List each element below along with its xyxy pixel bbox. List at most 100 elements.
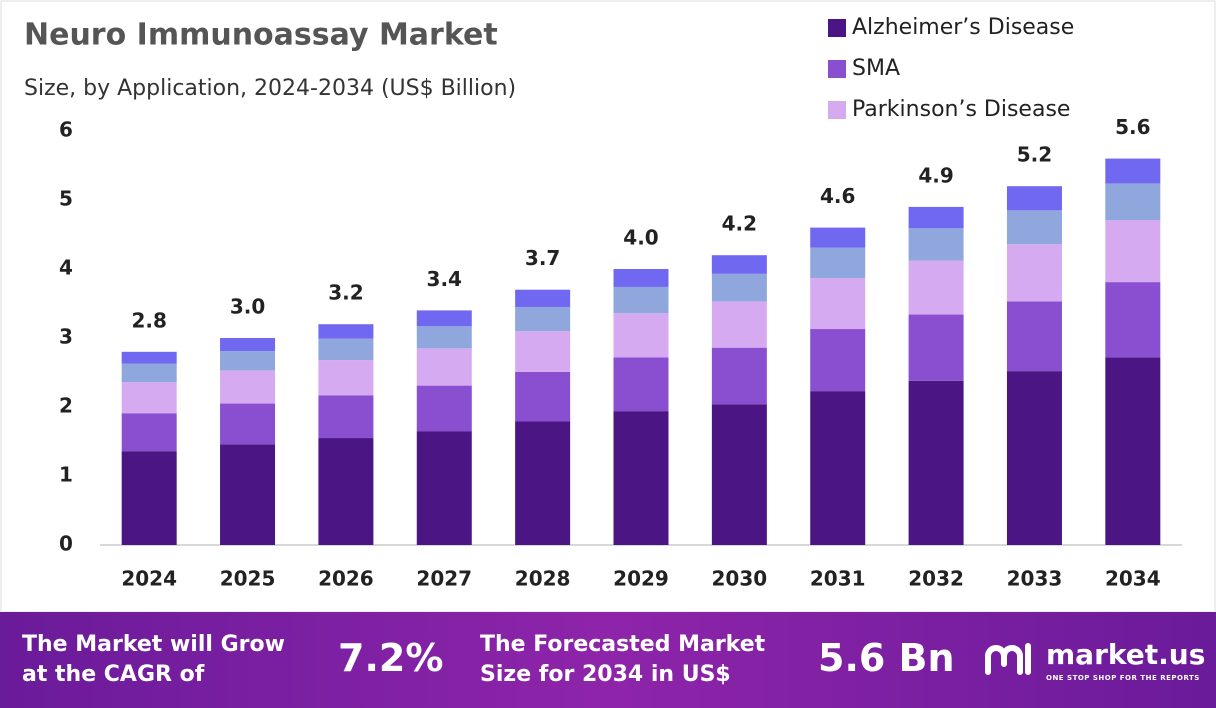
- bar-segment: [318, 360, 374, 396]
- bar-segment: [121, 451, 177, 545]
- frame: [0, 0, 1216, 612]
- cagr-line: The Market will Grow: [22, 632, 285, 657]
- y-tick-label: 3: [59, 325, 73, 349]
- total-label: 4.9: [918, 163, 953, 187]
- legend-label: SMA: [852, 56, 900, 81]
- forecast-text: The Forecasted Market Size for 2034 in U…: [480, 630, 765, 690]
- bar-segment: [1105, 158, 1161, 184]
- legend-swatch: [828, 101, 846, 119]
- legend-label: Alzheimer’s Disease: [852, 15, 1074, 40]
- x-tick-label: 2029: [613, 567, 669, 591]
- bar-segment: [908, 314, 964, 381]
- bar-segment: [220, 338, 276, 352]
- cagr-value: 7.2%: [338, 636, 444, 680]
- bar-segment: [121, 363, 177, 383]
- bar-segment: [613, 411, 669, 545]
- bar-segment: [613, 313, 669, 358]
- legend-swatch: [828, 60, 846, 78]
- bar-segment: [613, 269, 669, 287]
- x-tick-label: 2024: [121, 567, 177, 591]
- forecast-line: Size for 2034 in US$: [480, 662, 731, 687]
- bar-segment: [810, 391, 866, 545]
- bar-segment: [1006, 371, 1062, 545]
- bar-segment: [1105, 357, 1161, 545]
- bar-segment: [416, 348, 472, 386]
- bar-segment: [711, 273, 767, 302]
- bar-segment: [1105, 220, 1161, 283]
- bar-segment: [121, 382, 177, 414]
- x-tick-label: 2030: [712, 567, 768, 591]
- bar-segment: [1006, 301, 1062, 372]
- x-tick-label: 2026: [318, 567, 374, 591]
- y-tick-label: 2: [59, 394, 73, 418]
- bar-segment: [416, 385, 472, 432]
- total-label: 5.6: [1115, 115, 1150, 139]
- bar-segment: [1006, 210, 1062, 245]
- bar-segment: [318, 324, 374, 339]
- bar-segment: [711, 404, 767, 545]
- bar-segment: [515, 289, 571, 307]
- forecast-value: 5.6 Bn: [818, 636, 955, 680]
- chart-title: Neuro Immunoassay Market: [24, 18, 498, 53]
- bar-segment: [220, 351, 276, 371]
- y-tick-label: 1: [59, 463, 73, 487]
- bar-segment: [810, 277, 866, 330]
- y-tick-label: 6: [59, 118, 73, 142]
- total-label: 4.0: [623, 226, 658, 250]
- chart: Neuro Immunoassay Market Size, by Applic…: [0, 0, 1216, 612]
- bar-segment: [908, 228, 964, 261]
- bar-segment: [416, 431, 472, 545]
- bar-segment: [318, 395, 374, 439]
- bar-segment: [416, 310, 472, 327]
- brand-name: market.us: [1046, 638, 1206, 671]
- bar-segment: [711, 347, 767, 405]
- x-tick-label: 2025: [220, 567, 276, 591]
- x-tick-label: 2031: [810, 567, 866, 591]
- bar-segment: [515, 421, 571, 545]
- total-label: 4.2: [722, 212, 757, 236]
- total-label: 4.6: [820, 184, 855, 208]
- bar-segment: [515, 306, 571, 332]
- bar-segment: [220, 403, 276, 445]
- bar-segment: [1105, 282, 1161, 358]
- bar-segment: [1105, 183, 1161, 221]
- bar-segment: [810, 227, 866, 248]
- y-tick-label: 4: [59, 256, 73, 280]
- brand-logo: [985, 643, 1031, 675]
- bar-segment: [1006, 186, 1062, 211]
- chart-subtitle: Size, by Application, 2024-2034 (US$ Bil…: [24, 76, 516, 101]
- bar-segment: [1006, 244, 1062, 302]
- bar-segment: [810, 247, 866, 278]
- bar-segment: [908, 206, 964, 229]
- bar-segment: [613, 286, 669, 314]
- bar-segment: [810, 329, 866, 392]
- bar-segment: [711, 255, 767, 274]
- legend-label: Parkinson’s Disease: [852, 97, 1070, 122]
- x-tick-label: 2034: [1105, 567, 1161, 591]
- legend-swatch: [828, 19, 846, 37]
- bar-segment: [318, 438, 374, 545]
- bar-segment: [121, 351, 177, 364]
- bar-segment: [220, 370, 276, 404]
- bar-segment: [416, 326, 472, 349]
- cagr-line: at the CAGR of: [22, 662, 205, 687]
- y-tick-label: 0: [59, 532, 73, 556]
- bar-segment: [318, 338, 374, 361]
- bar-segment: [515, 331, 571, 372]
- x-tick-label: 2032: [908, 567, 964, 591]
- bar-segment: [613, 357, 669, 412]
- x-tick-label: 2027: [416, 567, 472, 591]
- footer-banner: The Market will Grow at the CAGR of 7.2%…: [0, 612, 1216, 708]
- y-tick-label: 5: [59, 187, 73, 211]
- bar-segment: [121, 413, 177, 452]
- total-label: 3.0: [230, 295, 265, 319]
- bar-segment: [908, 380, 964, 545]
- total-label: 3.2: [328, 281, 363, 305]
- x-tick-label: 2028: [515, 567, 571, 591]
- total-label: 3.4: [427, 267, 462, 291]
- bar-segment: [515, 371, 571, 422]
- total-label: 5.2: [1017, 143, 1052, 167]
- bar-segment: [711, 301, 767, 348]
- x-tick-label: 2033: [1007, 567, 1063, 591]
